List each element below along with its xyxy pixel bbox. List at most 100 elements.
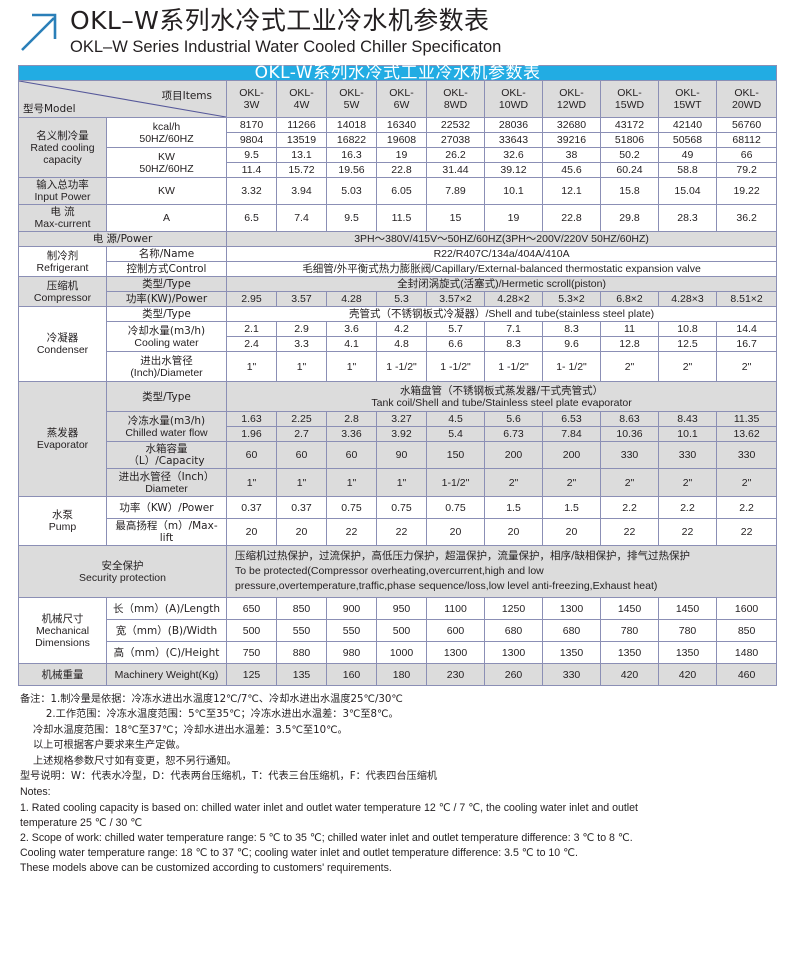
row-group-evaporator: 蒸发器 Evaporator (18, 381, 107, 497)
cell: 2.95 (226, 291, 277, 307)
cell: 850 (276, 597, 327, 620)
cell: 20 (226, 518, 277, 546)
column-header-1: OKL- 4W (276, 80, 327, 118)
page-title-cn: OKL–W系列水冷式工业冷水机参数表 (70, 6, 490, 35)
cell: 10.1 (484, 177, 543, 205)
table-row: 水箱容量（L）/Capacity 60 60 60 90 150 200 200… (19, 441, 778, 469)
cell: 16.7 (715, 336, 778, 352)
row-label-pump-lift: 最高扬程（m）/Max-lift (106, 518, 227, 546)
cell: 330 (600, 441, 659, 469)
cell: 7.89 (426, 177, 485, 205)
cell: 1" (326, 351, 377, 382)
cell: 330 (658, 441, 717, 469)
table-row: 高（mm）(C)/Height 750 880 980 1000 1300 13… (19, 641, 778, 664)
cell: 780 (600, 619, 659, 642)
row-group-compressor: 压缩机 Compressor (18, 276, 107, 307)
cell: 3.57×2 (426, 291, 485, 307)
row-label-power-supply: 电 源/Power (18, 231, 227, 247)
note-cn-line-3: 以上可根据客户要求来生产定做。 (20, 740, 186, 752)
cell: 980 (326, 641, 377, 664)
corner-header-cell: 型号Model 项目Items (18, 80, 227, 118)
row-group-pump: 水泵 Pump (18, 496, 107, 546)
cell: 90 (376, 441, 427, 469)
cell: 950 (376, 597, 427, 620)
cell: 1 -1/2" (426, 351, 485, 382)
table-row: 最高扬程（m）/Max-lift 20 20 22 22 20 20 20 22… (19, 518, 778, 546)
cell: 3.94 (276, 177, 327, 205)
cell: 15.8 (600, 177, 659, 205)
table-row: 2.4 3.3 4.1 4.8 6.6 8.3 9.6 12.8 12.5 16… (19, 336, 778, 352)
cell: 9.5 (226, 147, 277, 163)
row-group-machinery-weight: 机械重量 (18, 663, 107, 686)
cell: 8.3 (484, 336, 543, 352)
cell: 79.2 (715, 162, 778, 178)
cell: 2" (658, 468, 717, 497)
cell: 7.84 (542, 426, 601, 442)
cell: 2.9 (276, 321, 327, 337)
table-row: 名义制冷量 Rated cooling capacity kcal/h 50HZ/… (18, 117, 778, 178)
page-title-en: OKL–W Series Industrial Water Cooled Chi… (70, 38, 502, 56)
note-cn-line-1: 2.工作范围：冷冻水温度范围：5℃至35℃；冷冻水进出水温差：3℃至8℃。 (20, 709, 399, 721)
cell: 1.96 (226, 426, 277, 442)
footnotes: 备注：1.制冷量是依据：冷冻水进出水温度12℃/7℃、冷却水进出水温度25℃/3… (0, 686, 790, 877)
row-label-weight: Machinery Weight(Kg) (106, 663, 227, 686)
table-row: 电 源/Power 3PH～380V/415V～50HZ/60HZ(3PH～20… (18, 231, 778, 247)
cell: 33643 (484, 132, 543, 148)
row-group-input-power: 输入总功率 Input Power (18, 177, 107, 205)
cell: 1300 (426, 641, 485, 664)
cell: 1100 (426, 597, 485, 620)
cell: 60 (226, 441, 277, 469)
cell: 2" (600, 351, 659, 382)
cell: 500 (376, 619, 427, 642)
specification-table: OKL-W系列水冷式工业冷水机参数表 型号Model 项目Items OKL- 3… (17, 65, 778, 686)
cell: 850 (715, 619, 778, 642)
cell: 150 (426, 441, 485, 469)
cell: 1480 (715, 641, 778, 664)
cell: 14018 (326, 117, 377, 133)
row-label-kcal: kcal/h 50HZ/60HZ (106, 117, 227, 148)
diagonal-divider-icon (19, 81, 226, 117)
cell: 1350 (658, 641, 717, 664)
cell: 19.22 (715, 177, 778, 205)
cell: 22.8 (376, 162, 427, 178)
row-label-tank-capacity: 水箱容量（L）/Capacity (106, 441, 227, 469)
cell: 3.92 (376, 426, 427, 442)
cell: 19 (376, 147, 427, 163)
table-row: 制冷剂 Refrigerant 名称/Name R22/R407C/134a/40… (18, 246, 778, 277)
cell: 12.8 (600, 336, 659, 352)
cell: 4.8 (376, 336, 427, 352)
cell: 1250 (484, 597, 543, 620)
cell: 16.3 (326, 147, 377, 163)
cell: 5.03 (326, 177, 377, 205)
cell: 4.28×2 (484, 291, 543, 307)
note-en-line-3: Cooling water temperature range: 18 ℃ to… (20, 847, 578, 860)
row-label-input-power-unit: KW (106, 177, 227, 205)
table-header-row: 型号Model 项目Items OKL- 3W OKL- 4W OKL- 5W OKL… (18, 80, 778, 118)
column-header-5: OKL- 10WD (484, 80, 543, 118)
cell: 5.7 (426, 321, 485, 337)
row-label-kw: KW 50HZ/60HZ (106, 147, 227, 178)
cell: 2.2 (715, 496, 778, 519)
cell: 22 (658, 518, 717, 546)
note-en-line-4: These models above can be customized acc… (20, 862, 392, 875)
table-row: 进出水管径 (Inch)/Diameter 1" 1" 1" 1 -1/2" 1 … (19, 351, 778, 382)
cell: 1-1/2" (426, 468, 485, 497)
cell: 460 (715, 663, 778, 686)
cell: 11 (600, 321, 659, 337)
cell: 10.8 (658, 321, 717, 337)
cell: 1" (326, 468, 377, 497)
cell: 780 (658, 619, 717, 642)
cell: 20 (542, 518, 601, 546)
row-label-length: 长（mm）(A)/Length (106, 597, 227, 620)
cell: 1- 1/2" (542, 351, 601, 382)
table-row: 冷凝器 Condenser 类型/Type 壳管式（不锈钢板式冷凝器）/Shell… (18, 306, 778, 382)
cell: 15 (426, 204, 485, 232)
cell: 13.1 (276, 147, 327, 163)
cell: 330 (715, 441, 778, 469)
cell: 11.35 (715, 411, 778, 427)
cell: 56760 (715, 117, 778, 133)
cell: 2" (542, 468, 601, 497)
cell: 5.3×2 (542, 291, 601, 307)
cell: 2.2 (658, 496, 717, 519)
cell: 2.7 (276, 426, 327, 442)
